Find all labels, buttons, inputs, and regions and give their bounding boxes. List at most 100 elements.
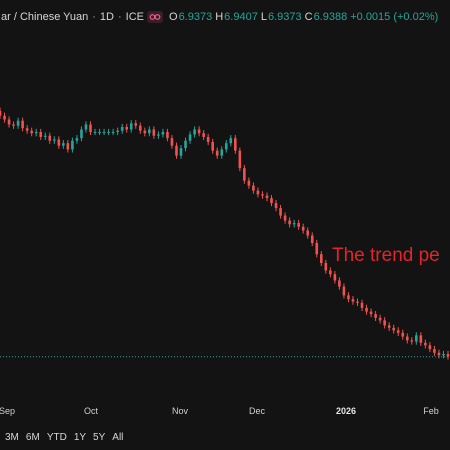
candle-body[interactable]: [134, 123, 138, 126]
candle-body[interactable]: [120, 126, 124, 131]
candle-body[interactable]: [179, 148, 183, 156]
candle-body[interactable]: [234, 138, 237, 151]
candle-body[interactable]: [184, 140, 187, 149]
candle-body[interactable]: [25, 128, 29, 131]
candle-body[interactable]: [378, 317, 382, 321]
candle-body[interactable]: [53, 139, 56, 141]
candle-body[interactable]: [66, 143, 70, 150]
candle-body[interactable]: [405, 336, 409, 341]
candle-body[interactable]: [197, 129, 201, 134]
range-button-1y[interactable]: 1Y: [73, 432, 87, 443]
candle-body[interactable]: [410, 340, 414, 342]
range-button-6m[interactable]: 6M: [25, 432, 40, 443]
candle-body[interactable]: [315, 243, 319, 255]
candle-body[interactable]: [238, 150, 242, 169]
candle-body[interactable]: [265, 195, 269, 199]
candle-body[interactable]: [93, 131, 97, 133]
candle-body[interactable]: [102, 131, 106, 133]
candle-body[interactable]: [138, 125, 142, 131]
candle-body[interactable]: [7, 119, 11, 125]
candle-body[interactable]: [75, 138, 79, 141]
candle-body[interactable]: [71, 140, 74, 150]
candle-body[interactable]: [30, 130, 33, 134]
candle-body[interactable]: [166, 131, 169, 139]
candle-body[interactable]: [374, 314, 377, 318]
range-button-3m[interactable]: 3M: [5, 432, 19, 443]
candle-body[interactable]: [143, 130, 147, 134]
candle-body[interactable]: [270, 198, 273, 204]
candle-body[interactable]: [310, 235, 314, 243]
candle-body[interactable]: [84, 124, 88, 130]
candle-body[interactable]: [175, 145, 178, 156]
candle-body[interactable]: [247, 180, 251, 186]
candle-body[interactable]: [188, 134, 192, 141]
candle-body[interactable]: [396, 330, 400, 333]
candle-body[interactable]: [369, 311, 373, 315]
candle-body[interactable]: [148, 129, 151, 134]
candle-body[interactable]: [433, 349, 436, 353]
candle-body[interactable]: [0, 110, 2, 116]
candle-body[interactable]: [16, 120, 20, 126]
candle-body[interactable]: [365, 307, 368, 312]
candle-body[interactable]: [279, 208, 282, 216]
candle-body[interactable]: [437, 352, 441, 356]
candle-body[interactable]: [256, 190, 260, 195]
candle-body[interactable]: [62, 143, 65, 146]
candle-body[interactable]: [98, 131, 101, 133]
candle-body[interactable]: [338, 280, 341, 287]
candle-body[interactable]: [3, 115, 6, 120]
range-button-5y[interactable]: 5Y: [93, 432, 106, 443]
candle-body[interactable]: [211, 141, 214, 151]
candle-body[interactable]: [48, 135, 52, 141]
candle-body[interactable]: [215, 150, 219, 156]
candle-body[interactable]: [347, 295, 350, 300]
candle-body[interactable]: [21, 120, 24, 129]
candle-body[interactable]: [80, 129, 83, 139]
candle-body[interactable]: [329, 270, 332, 275]
candle-body[interactable]: [360, 302, 364, 308]
candle-body[interactable]: [12, 124, 15, 126]
symbol-title[interactable]: ar / Chinese Yuan: [1, 11, 89, 23]
candle-body[interactable]: [419, 335, 423, 343]
range-button-ytd[interactable]: YTD: [46, 432, 67, 443]
candle-body[interactable]: [202, 133, 205, 137]
candle-body[interactable]: [324, 262, 328, 271]
candle-body[interactable]: [224, 143, 228, 150]
candle-body[interactable]: [306, 230, 310, 236]
candle-body[interactable]: [243, 168, 246, 181]
candle-body[interactable]: [161, 131, 165, 135]
candle-body[interactable]: [111, 131, 115, 133]
market-status-icon[interactable]: [147, 11, 163, 23]
candle-body[interactable]: [157, 134, 160, 136]
candle-body[interactable]: [428, 345, 432, 350]
candle-body[interactable]: [351, 299, 355, 302]
chart-annotation[interactable]: The trend pe: [332, 245, 440, 266]
candle-body[interactable]: [292, 223, 296, 225]
candle-body[interactable]: [342, 286, 346, 296]
candle-body[interactable]: [125, 126, 129, 130]
candle-body[interactable]: [387, 325, 391, 328]
candle-body[interactable]: [297, 223, 300, 227]
candle-body[interactable]: [261, 194, 264, 196]
candle-body[interactable]: [333, 274, 337, 281]
candle-body[interactable]: [392, 327, 395, 331]
candle-body[interactable]: [274, 203, 278, 209]
candle-body[interactable]: [446, 354, 450, 357]
candle-body[interactable]: [129, 123, 133, 130]
candle-body[interactable]: [415, 335, 418, 342]
candle-body[interactable]: [401, 332, 405, 337]
candle-body[interactable]: [283, 215, 287, 221]
candle-body[interactable]: [220, 149, 224, 156]
candle-body[interactable]: [356, 301, 359, 303]
candle-body[interactable]: [252, 185, 255, 191]
candle-body[interactable]: [288, 220, 291, 225]
candle-body[interactable]: [383, 320, 386, 326]
candle-body[interactable]: [229, 138, 233, 144]
candle-body[interactable]: [442, 354, 445, 356]
price-chart[interactable]: [0, 34, 450, 403]
candle-body[interactable]: [107, 131, 110, 133]
candle-body[interactable]: [170, 138, 174, 146]
range-button-all[interactable]: All: [112, 432, 124, 443]
candle-body[interactable]: [34, 131, 38, 134]
candle-body[interactable]: [301, 226, 305, 231]
